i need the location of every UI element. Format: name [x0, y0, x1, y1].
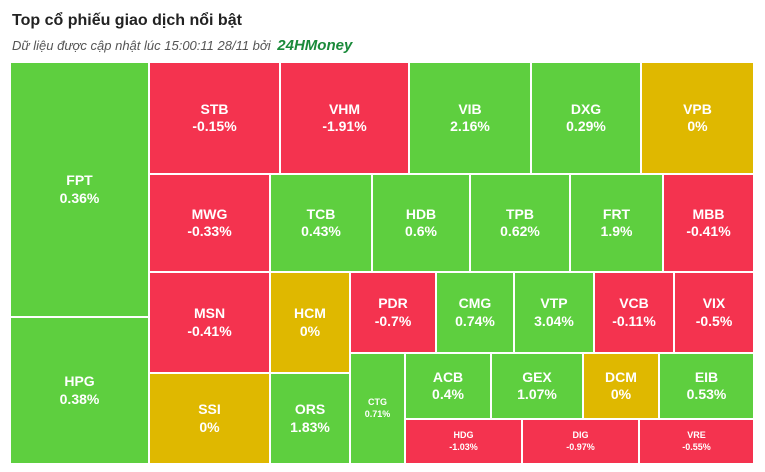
tile-hpg[interactable]: HPG 0.38%	[10, 317, 149, 464]
tile-tpb[interactable]: TPB 0.62%	[470, 174, 570, 272]
tile-tcb[interactable]: TCB 0.43%	[270, 174, 372, 272]
tile-vix[interactable]: VIX -0.5%	[674, 272, 754, 353]
tile-hcm[interactable]: HCM 0%	[270, 272, 350, 373]
tile-dcm[interactable]: DCM 0%	[583, 353, 659, 419]
tile-vre[interactable]: VRE -0.55%	[639, 419, 754, 464]
tile-dig[interactable]: DIG -0.97%	[522, 419, 639, 464]
page-title: Top cổ phiếu giao dịch nổi bật	[12, 12, 242, 29]
tile-acb[interactable]: ACB 0.4%	[405, 353, 491, 419]
tile-hdb[interactable]: HDB 0.6%	[372, 174, 470, 272]
tile-dxg[interactable]: DXG 0.29%	[531, 62, 641, 174]
stock-treemap: FPT 0.36% HPG 0.38% STB -0.15% VHM -1.91% VI…	[10, 62, 754, 464]
tile-vcb[interactable]: VCB -0.11%	[594, 272, 674, 353]
tile-vib[interactable]: VIB 2.16%	[409, 62, 531, 174]
tile-pdr[interactable]: PDR -0.7%	[350, 272, 436, 353]
tile-stb[interactable]: STB -0.15%	[149, 62, 280, 174]
update-text: Dữ liệu được cập nhật lúc 15:00:11 28/11…	[12, 38, 271, 53]
brand-logo[interactable]: 24HMoney	[277, 37, 353, 54]
tile-cmg[interactable]: CMG 0.74%	[436, 272, 514, 353]
tile-fpt[interactable]: FPT 0.36%	[10, 62, 149, 317]
tile-hdg[interactable]: HDG -1.03%	[405, 419, 522, 464]
update-info: Dữ liệu được cập nhật lúc 15:00:11 28/11…	[12, 37, 352, 54]
tile-vtp[interactable]: VTP 3.04%	[514, 272, 594, 353]
tile-vhm[interactable]: VHM -1.91%	[280, 62, 409, 174]
tile-eib[interactable]: EIB 0.53%	[659, 353, 754, 419]
tile-ors[interactable]: ORS 1.83%	[270, 373, 350, 464]
tile-mwg[interactable]: MWG -0.33%	[149, 174, 270, 272]
tile-frt[interactable]: FRT 1.9%	[570, 174, 663, 272]
tile-ctg[interactable]: CTG 0.71%	[350, 353, 405, 464]
tile-vpb[interactable]: VPB 0%	[641, 62, 754, 174]
tile-mbb[interactable]: MBB -0.41%	[663, 174, 754, 272]
tile-gex[interactable]: GEX 1.07%	[491, 353, 583, 419]
tile-ssi[interactable]: SSI 0%	[149, 373, 270, 464]
tile-msn[interactable]: MSN -0.41%	[149, 272, 270, 373]
